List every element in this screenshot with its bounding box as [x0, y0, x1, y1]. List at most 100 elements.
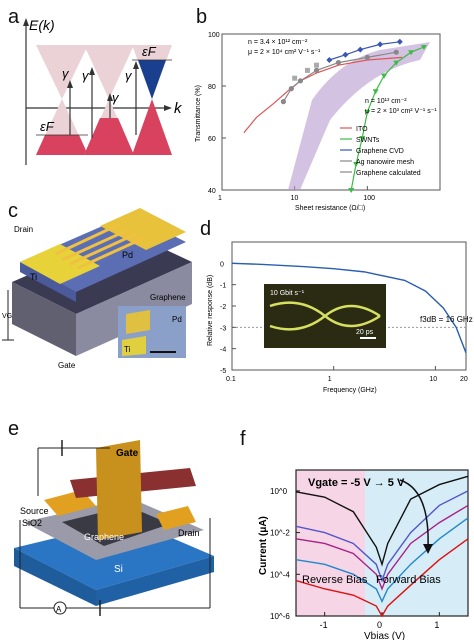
b-legend-label: SWNTs [356, 137, 380, 144]
b-point [372, 89, 379, 95]
ammeter-label: A [56, 605, 62, 614]
forward-bias-label: Forward Bias [376, 574, 441, 586]
b-ytick-label: 60 [208, 136, 216, 143]
b-point [357, 46, 364, 53]
d-xtick-label: 20 [460, 376, 468, 383]
cone1-arrowhead-icon [67, 80, 73, 88]
b-point [335, 60, 342, 66]
d-response-line [231, 262, 467, 354]
label-graphene: Graphene [84, 532, 124, 542]
substrate-front-left [12, 282, 76, 356]
b-point [359, 136, 366, 141]
cone2-filled [84, 118, 134, 155]
panel-label-b: b [196, 6, 208, 28]
ek-label: E(k) [29, 17, 55, 33]
label-graphene: Graphene [150, 293, 186, 302]
b-point [396, 38, 403, 45]
f-ytick-label: 10^-6 [270, 612, 290, 621]
panel-label-c: c [8, 200, 18, 222]
d-xtick-label: 0.1 [226, 376, 236, 383]
b-point [314, 62, 320, 68]
b-point [393, 49, 399, 55]
b-point [304, 67, 310, 73]
b-point [292, 75, 298, 81]
gamma-label-3: γ [112, 90, 120, 105]
b-point [342, 51, 349, 58]
si-side-right [96, 556, 214, 606]
annotation-right-line1: n = 10¹³ cm⁻² [365, 98, 407, 105]
label-si: Si [114, 564, 123, 575]
d-ytick-label: 0 [220, 261, 224, 268]
gate-electrode [96, 440, 142, 540]
cone2-arrowhead-left-icon [89, 67, 95, 75]
ti-electrode [20, 244, 100, 284]
k-axis-arrow-icon [164, 105, 172, 111]
ammeter-icon [53, 601, 67, 615]
d-ylabel: Relative response (dB) [207, 275, 214, 346]
d-ytick-label: -4 [220, 347, 226, 354]
label-drain: Drain [14, 225, 33, 234]
b-ytick-label: 100 [208, 32, 220, 39]
d-ytick-label: -5 [220, 368, 226, 375]
oxide-side [20, 262, 76, 302]
inset-pd [126, 310, 150, 334]
pd-electrode [100, 208, 186, 250]
f-xtick-label: 0 [377, 620, 382, 630]
label-gate: Gate [58, 361, 76, 370]
b-point [393, 60, 400, 66]
gamma-label-2: γ [82, 68, 90, 83]
cone1-filled [36, 135, 88, 155]
b-xtick-label: 10 [291, 195, 299, 202]
f-ytick-label: 10^0 [270, 487, 288, 496]
b-point [280, 99, 287, 105]
inset-scale-label: 20 ps [356, 329, 374, 336]
b-plot-frame [221, 33, 441, 191]
label-insulator: Insulator [152, 490, 187, 500]
drain-electrode [156, 506, 196, 530]
k-label: k [174, 100, 183, 117]
reverse-bias-region [296, 470, 365, 616]
trend-arrow [399, 479, 429, 549]
f-iv-curve [295, 504, 469, 591]
forward-bias-region [365, 470, 468, 616]
reverse-bias-label: Reverse Bias [302, 574, 368, 586]
f-iv-curve [295, 538, 469, 618]
cone3-arrowhead-icon [133, 61, 139, 69]
f-xtick-label: -1 [320, 620, 328, 630]
cone1-upper [36, 45, 88, 99]
ef-label-1: εF [40, 119, 55, 134]
ef-label-3: εF [142, 44, 157, 59]
si-side-left [14, 548, 96, 606]
b-point [364, 54, 370, 61]
annotation-top-line1: n = 3.4 × 10¹² cm⁻² [248, 39, 308, 46]
b-legend-label: Graphene calculated [356, 170, 421, 177]
b-ytick-label: 40 [208, 188, 216, 195]
b-point [353, 162, 360, 167]
interdigitated-fingers [55, 222, 145, 270]
b-point [326, 57, 333, 63]
b-point [377, 41, 384, 48]
b-legend-label: Graphene CVD [356, 148, 404, 155]
gamma-label-4: γ [125, 68, 133, 83]
b-ytick-label: 80 [208, 84, 216, 91]
label-gate: Gate [116, 448, 139, 459]
b-xlabel: Sheet resistance (Ω/□) [295, 205, 365, 212]
cone3-blue-filled [138, 60, 166, 99]
label-drain: Drain [178, 528, 200, 538]
f-iv-curve [295, 490, 469, 583]
d-ytick-label: -3 [220, 325, 226, 332]
panel-label-d: d [200, 218, 212, 240]
label-vg: VG [2, 313, 12, 320]
b-legend-label: ITO [356, 126, 368, 133]
cone2-upper [84, 45, 134, 99]
label-ti-inset: Ti [124, 345, 131, 354]
f-iv-curve [295, 475, 469, 567]
panel-label-f: f [240, 428, 246, 450]
trend-arrowhead-icon [423, 544, 433, 554]
cone2-arrowhead-mid-icon [107, 93, 113, 101]
